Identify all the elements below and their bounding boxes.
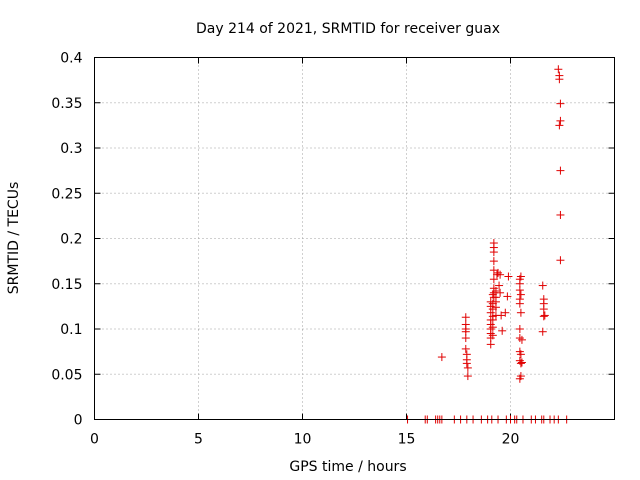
data-point bbox=[489, 275, 498, 284]
data-point bbox=[489, 266, 498, 275]
data-point bbox=[516, 372, 525, 381]
x-tick-labels: 0 5 10 15 20 bbox=[90, 432, 519, 448]
data-point bbox=[538, 281, 547, 290]
data-point bbox=[556, 166, 565, 175]
data-point bbox=[504, 272, 513, 281]
data-point bbox=[462, 359, 471, 368]
y-tick-label: 0.15 bbox=[51, 277, 82, 293]
data-point bbox=[486, 340, 495, 349]
data-point bbox=[498, 326, 507, 335]
data-point bbox=[463, 363, 472, 372]
data-point bbox=[515, 299, 524, 308]
data-point bbox=[556, 256, 565, 265]
data-point bbox=[556, 99, 565, 108]
y-axis-label: SRMTID / TECUs bbox=[6, 182, 22, 295]
data-point bbox=[515, 334, 524, 343]
data-point bbox=[495, 281, 504, 290]
y-tick-label: 0.25 bbox=[51, 186, 82, 202]
data-point bbox=[461, 313, 470, 322]
data-point bbox=[463, 372, 472, 381]
data-point bbox=[461, 334, 470, 343]
chart-title: Day 214 of 2021, SRMTID for receiver gua… bbox=[196, 21, 500, 37]
data-point bbox=[516, 359, 525, 368]
y-tick-label: 0.2 bbox=[60, 232, 82, 248]
data-point bbox=[496, 270, 505, 279]
data-point bbox=[554, 65, 563, 74]
data-point bbox=[516, 290, 525, 299]
data-point bbox=[437, 353, 446, 362]
x-tick-label: 0 bbox=[90, 432, 99, 448]
data-point bbox=[555, 121, 564, 130]
y-tick-label: 0.3 bbox=[60, 141, 82, 157]
data-point bbox=[516, 272, 525, 281]
data-point bbox=[515, 325, 524, 333]
x-tick-label: 15 bbox=[398, 432, 416, 448]
data-point bbox=[556, 210, 565, 219]
data-point bbox=[494, 268, 503, 277]
data-point bbox=[517, 335, 526, 344]
data-point bbox=[461, 344, 470, 353]
data-point bbox=[497, 311, 506, 320]
x-axis-label: GPS time / hours bbox=[289, 459, 406, 475]
data-point bbox=[516, 308, 525, 317]
data-point bbox=[539, 312, 548, 321]
data-point bbox=[538, 327, 547, 336]
data-point bbox=[555, 75, 564, 84]
data-point bbox=[489, 257, 498, 266]
y-tick-label: 0.4 bbox=[60, 51, 82, 67]
data-point bbox=[489, 248, 498, 257]
y-tick-label: 0.35 bbox=[51, 96, 82, 112]
data-point bbox=[491, 303, 500, 312]
data-point bbox=[540, 311, 549, 320]
data-point bbox=[488, 331, 497, 340]
x-tick-label: 5 bbox=[194, 432, 203, 448]
data-point bbox=[556, 116, 565, 125]
data-point bbox=[501, 308, 510, 317]
data-point bbox=[486, 308, 495, 317]
y-tick-labels: 0 0.05 0.1 0.15 0.2 0.25 0.3 0.35 0.4 bbox=[51, 51, 82, 429]
y-tick-label: 0 bbox=[74, 413, 83, 429]
data-point bbox=[488, 315, 497, 324]
grid bbox=[94, 57, 615, 420]
x-tick-label: 10 bbox=[294, 432, 312, 448]
data-point bbox=[503, 292, 512, 301]
data-point bbox=[515, 286, 524, 295]
data-point bbox=[539, 305, 548, 314]
x-tick-label: 20 bbox=[502, 432, 520, 448]
data-point bbox=[488, 323, 497, 332]
plot-frame bbox=[94, 57, 615, 420]
data-point bbox=[516, 350, 525, 359]
y-tick-label: 0.1 bbox=[60, 322, 82, 338]
data-point bbox=[517, 358, 526, 367]
data-points bbox=[403, 65, 571, 424]
data-point bbox=[496, 288, 505, 297]
y-tick-label: 0.05 bbox=[51, 367, 82, 383]
